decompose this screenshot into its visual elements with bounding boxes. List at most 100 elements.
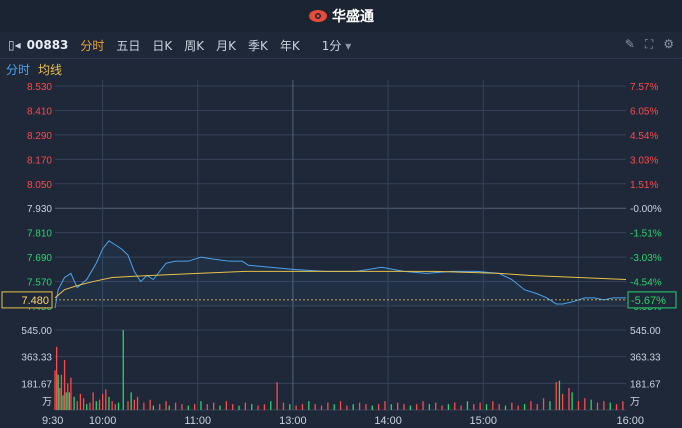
back-icon[interactable]: ▯◂ (8, 38, 21, 52)
volume-bar (225, 401, 227, 410)
pct-tick-label: -3.03% (630, 253, 662, 264)
volume-bar (60, 374, 63, 410)
time-axis-label: 16:00 (616, 415, 644, 427)
app-header: 华盛通 (0, 0, 682, 32)
volume-bar (615, 404, 618, 410)
volume-bar (238, 405, 240, 410)
volume-bar (276, 382, 278, 410)
pct-tick-label: 4.54% (630, 131, 658, 142)
volume-tick-label-right: 545.00 (630, 326, 661, 337)
volume-bar (536, 404, 538, 410)
volume-bar (409, 405, 411, 410)
pct-tick-label: -0.00% (630, 204, 662, 215)
price-tick-label: 8.170 (27, 155, 52, 166)
pen-icon[interactable]: ✎ (624, 37, 635, 51)
volume-bar (282, 402, 285, 410)
volume-bar (251, 404, 253, 410)
volume-bar (168, 405, 170, 410)
volume-bar (68, 392, 70, 410)
volume-bar (263, 404, 266, 410)
tab-3[interactable]: 周K (184, 38, 205, 53)
volume-bar (193, 404, 196, 410)
volume-bar (403, 404, 405, 410)
volume-bar (314, 404, 316, 410)
volume-bar (111, 401, 113, 410)
volume-bar (397, 402, 399, 410)
interval-select[interactable]: 1分 ▾ (322, 37, 352, 54)
volume-bar (308, 401, 310, 410)
volume-bar (79, 393, 82, 410)
volume-bar (384, 401, 386, 410)
price-tick-label: 8.530 (27, 82, 52, 93)
volume-bar (127, 401, 129, 410)
volume-bar (416, 404, 418, 410)
volume-bar (466, 401, 469, 410)
tab-6[interactable]: 年K (279, 38, 300, 53)
volume-bar (165, 401, 167, 410)
tab-2[interactable]: 日K (152, 38, 173, 53)
brand-logo[interactable]: 华盛通 (308, 6, 374, 26)
volume-bar (609, 402, 611, 410)
settings-icon[interactable]: ⚙ (663, 37, 674, 51)
volume-bar (301, 404, 304, 410)
eye-logo-icon (309, 10, 327, 22)
tab-0[interactable]: 分时 (80, 38, 105, 53)
tab-1[interactable]: 五日 (116, 38, 141, 53)
volume-bar (54, 370, 56, 410)
volume-bar (232, 404, 234, 410)
volume-bar (622, 401, 624, 410)
volume-bar (105, 389, 107, 410)
volume-bar (428, 404, 431, 410)
volume-bar (530, 401, 532, 410)
volume-bar (339, 401, 342, 410)
volume-bar (577, 401, 580, 410)
volume-bar (108, 396, 110, 410)
volume-bar (460, 405, 462, 410)
volume-bar (485, 404, 488, 410)
volume-bar (200, 401, 202, 410)
volume-bar (358, 402, 361, 410)
volume-bar (59, 387, 61, 410)
volume-bar (174, 402, 177, 410)
volume-bar (62, 395, 64, 410)
volume-bar (117, 402, 120, 410)
pct-tick-label: -6.05% (630, 302, 662, 313)
volume-bar (596, 402, 599, 410)
volume-tick-label: 363.33 (21, 353, 52, 364)
volume-bar (55, 346, 58, 410)
volume-bar (555, 382, 557, 410)
price-tick-label: 7.450 (27, 302, 52, 313)
volume-bar (270, 401, 272, 410)
current-price-label: 7.480 (21, 295, 49, 307)
volume-bar (568, 387, 570, 410)
chart-toolbar: ▯◂ 00883 分时 五日 日K 周K 月K 季K 年K 1分 ▾ ✎ ⛶ ⚙ (0, 32, 682, 59)
tab-4[interactable]: 月K (216, 38, 237, 53)
volume-bar (73, 396, 75, 410)
volume-bar (584, 398, 586, 410)
volume-bar (122, 330, 124, 410)
period-tabs: 分时 五日 日K 周K 月K 季K 年K (68, 37, 299, 54)
volume-bar (159, 404, 161, 410)
price-tick-label: 7.930 (27, 204, 52, 215)
volume-bar (67, 383, 69, 410)
volume-bar (219, 405, 221, 410)
expand-icon[interactable]: ⛶ (644, 37, 654, 51)
volume-bar (143, 402, 145, 410)
avg-line (54, 270, 627, 299)
volume-bar (133, 399, 136, 410)
tab-5[interactable]: 季K (248, 38, 268, 53)
volume-unit: 万 (42, 397, 52, 408)
volume-bar (92, 392, 94, 410)
volume-bar (390, 404, 392, 410)
price-line (54, 240, 626, 309)
volume-bar (327, 402, 329, 410)
brand-name: 华盛通 (332, 9, 374, 25)
volume-bar (289, 404, 291, 410)
volume-tick-label-right: 181.67 (630, 379, 661, 390)
volume-bar (82, 398, 85, 410)
pct-tick-label: -4.54% (630, 278, 662, 289)
volume-bar (603, 401, 605, 410)
legend-bar: 分时 均线 (0, 59, 62, 79)
current-pct-label: -5.67% (631, 295, 666, 307)
volume-bar (479, 402, 481, 410)
